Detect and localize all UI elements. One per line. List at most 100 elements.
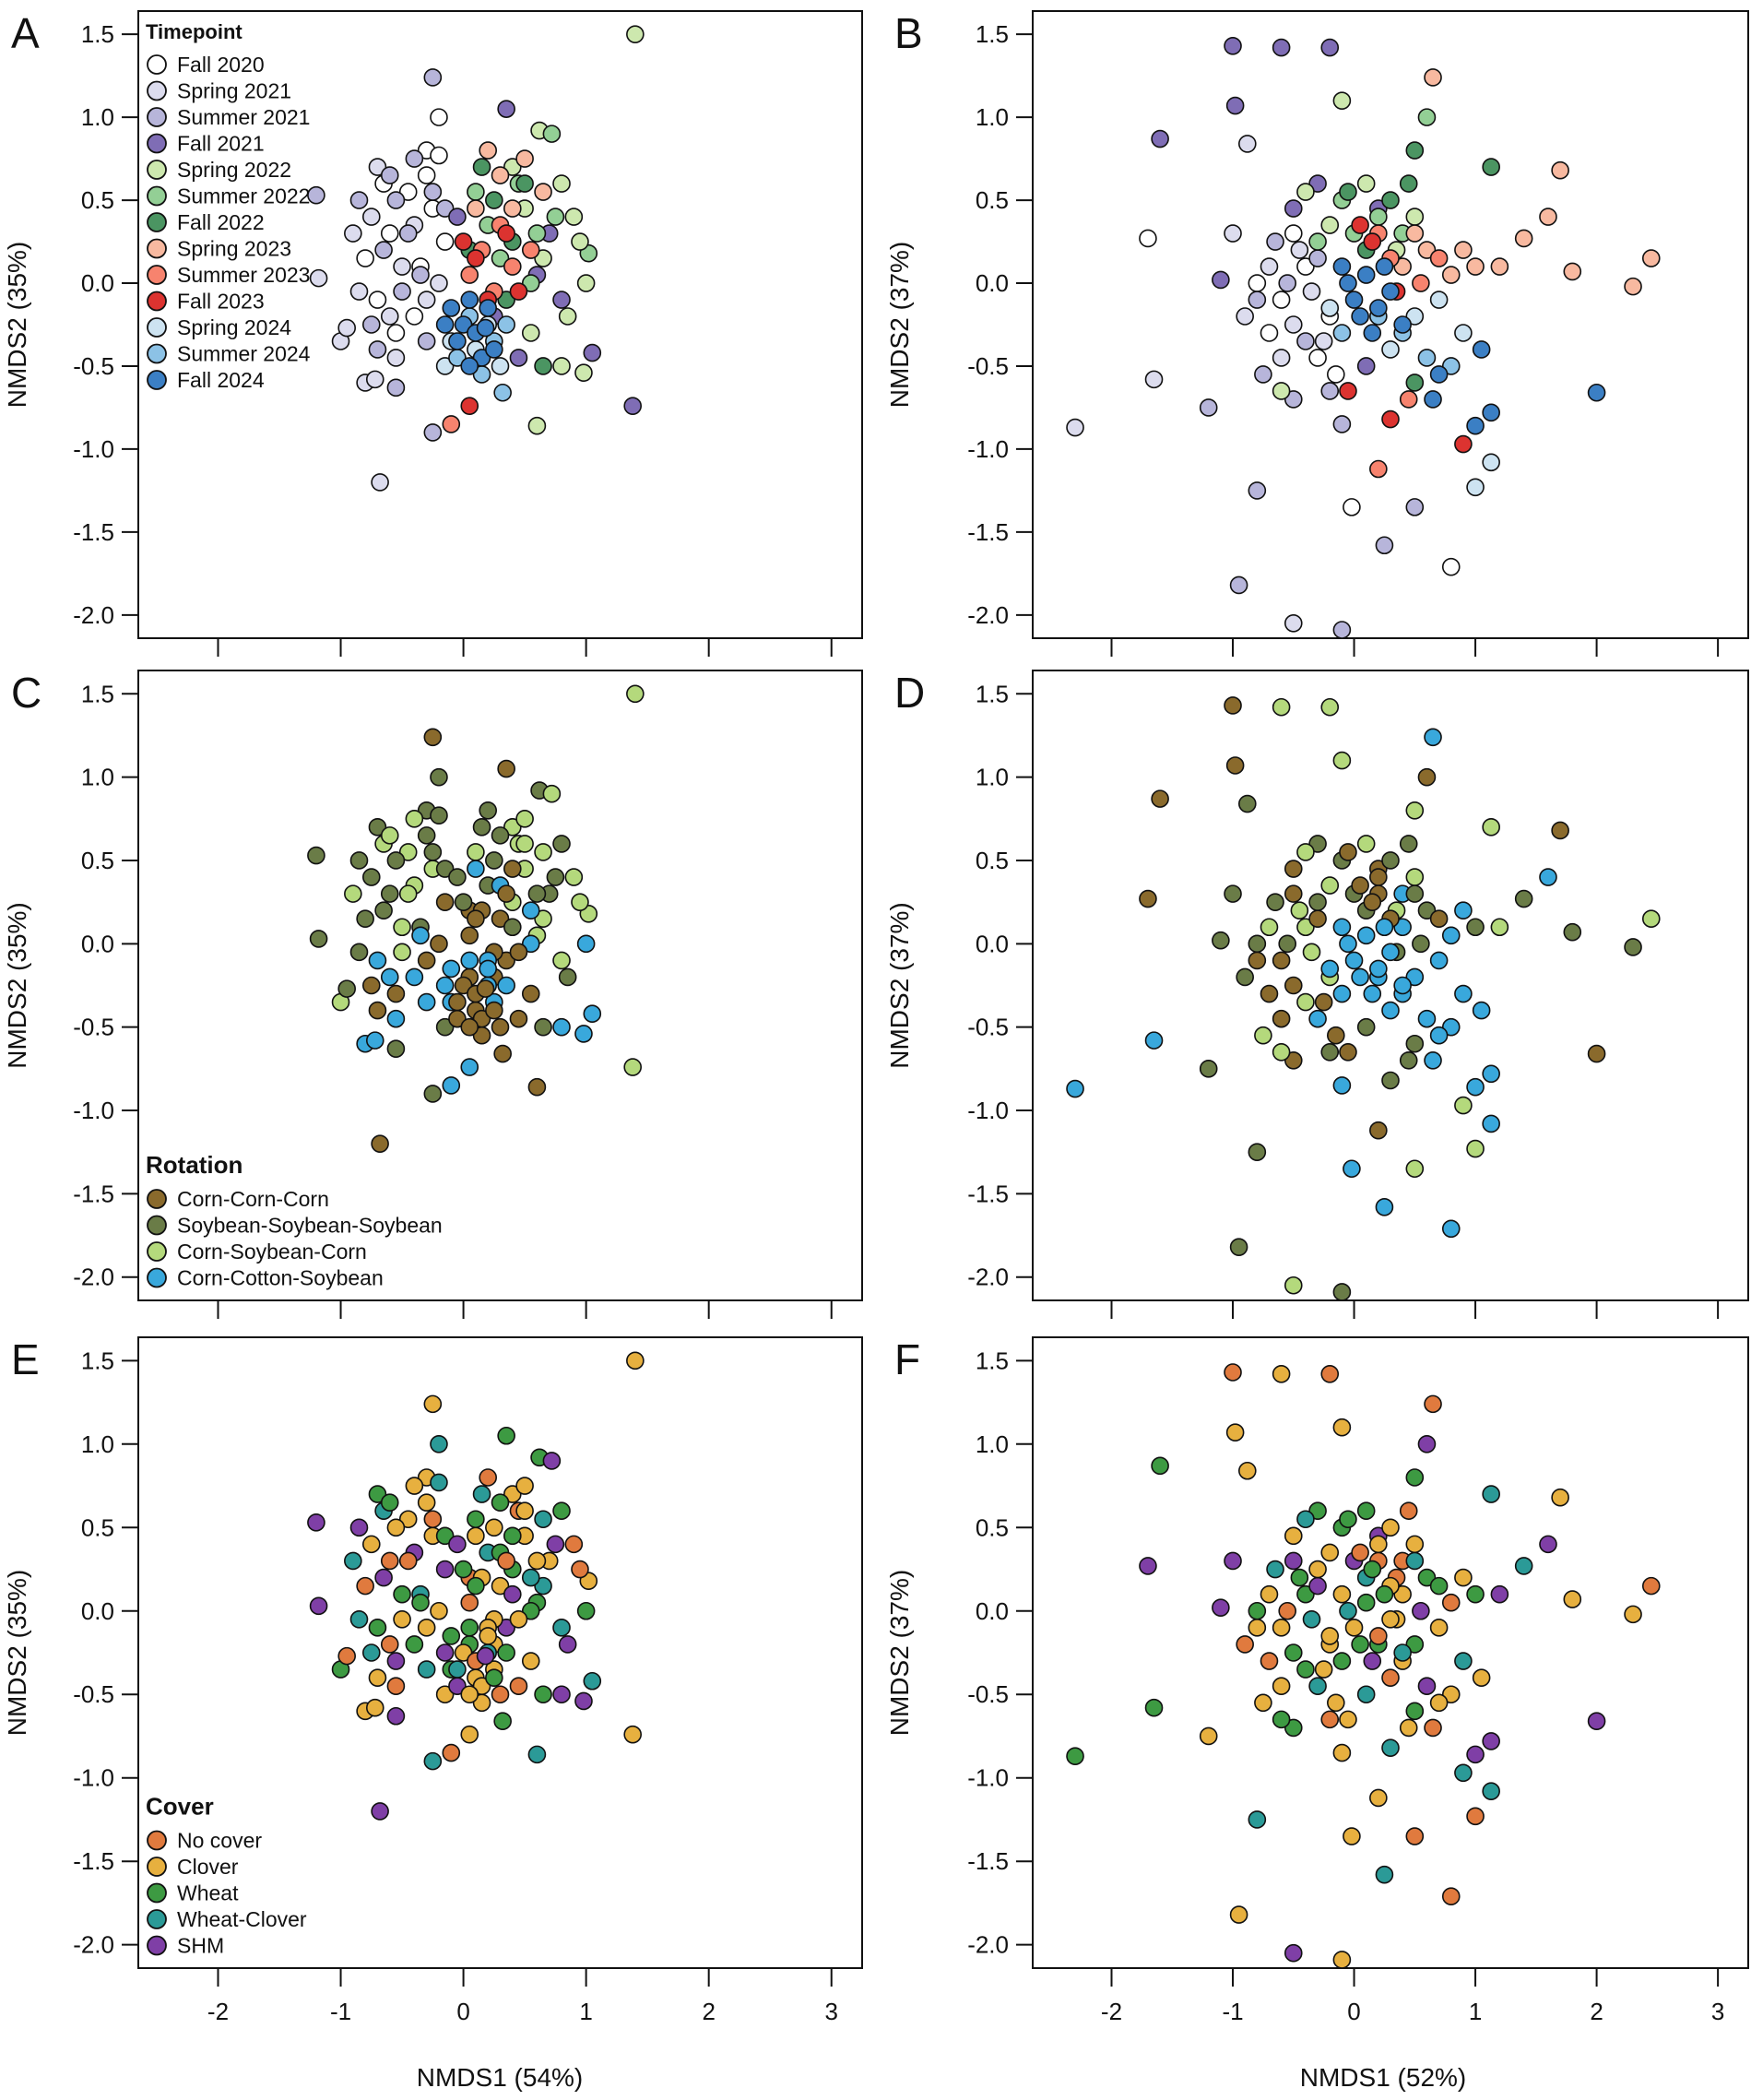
- data-point: [542, 784, 562, 803]
- data-point: [1199, 1726, 1218, 1746]
- data-point: [448, 1660, 467, 1679]
- data-point: [1272, 38, 1291, 57]
- data-point: [371, 1134, 389, 1153]
- data-point: [1363, 984, 1382, 1003]
- data-point: [503, 1584, 522, 1604]
- y-tick-label: 1.5: [976, 680, 1009, 707]
- data-point: [1212, 1598, 1230, 1617]
- data-point: [534, 843, 552, 861]
- data-point: [476, 318, 495, 338]
- data-point: [623, 1058, 642, 1076]
- data-point: [527, 224, 547, 243]
- data-point: [386, 378, 406, 397]
- data-point: [1339, 1710, 1357, 1729]
- data-point: [1248, 1619, 1267, 1637]
- y-axis-label: NMDS2 (35%): [3, 242, 31, 408]
- legend-label: Corn-Corn-Corn: [177, 1187, 329, 1211]
- data-point: [393, 257, 411, 276]
- data-point: [1405, 1535, 1425, 1554]
- data-point: [1284, 199, 1303, 218]
- data-point: [534, 183, 552, 201]
- data-point: [1369, 299, 1388, 317]
- data-point: [472, 1485, 491, 1503]
- data-point: [1417, 1009, 1437, 1028]
- legend-label: Fall 2023: [177, 290, 265, 314]
- data-point: [1224, 224, 1242, 243]
- data-point: [380, 307, 399, 326]
- legend-label: Spring 2022: [177, 158, 291, 182]
- y-tick-label: -1.0: [73, 1097, 114, 1124]
- legend-marker: [147, 1241, 167, 1262]
- data-point: [460, 357, 479, 375]
- legend-label: Spring 2023: [177, 237, 291, 261]
- data-point: [361, 976, 381, 995]
- data-point: [1272, 1710, 1291, 1729]
- data-point: [515, 835, 534, 853]
- data-point: [393, 943, 411, 962]
- data-point: [1375, 918, 1394, 937]
- data-point: [460, 1685, 479, 1704]
- data-point: [448, 208, 467, 226]
- data-point: [1429, 909, 1449, 929]
- data-point: [368, 291, 387, 309]
- data-point: [1332, 1652, 1352, 1670]
- plot-frame: [1032, 10, 1749, 639]
- data-point: [1344, 291, 1364, 309]
- data-point: [509, 349, 528, 367]
- data-point: [521, 274, 540, 292]
- data-point: [467, 199, 485, 218]
- data-point: [386, 984, 406, 1003]
- data-point: [1375, 536, 1394, 555]
- data-point: [1399, 1501, 1418, 1520]
- y-tick-label: -0.5: [73, 1680, 114, 1708]
- data-point: [386, 349, 406, 367]
- data-point: [1248, 951, 1267, 970]
- data-point: [417, 992, 436, 1012]
- data-point: [1441, 1593, 1461, 1612]
- data-point: [435, 1685, 455, 1704]
- data-point: [485, 1001, 503, 1020]
- data-point: [521, 241, 540, 259]
- data-point: [1482, 453, 1500, 472]
- y-tick-label: -2.0: [73, 1264, 114, 1291]
- data-point: [1332, 1743, 1352, 1762]
- data-point: [472, 1009, 491, 1028]
- data-point: [1429, 249, 1449, 267]
- data-point: [467, 1576, 485, 1596]
- legend-marker: [147, 1909, 167, 1929]
- data-point: [571, 1560, 589, 1579]
- data-point: [1339, 1042, 1357, 1062]
- y-tick-label: -1.0: [73, 435, 114, 463]
- data-point: [380, 224, 399, 243]
- data-point: [1466, 257, 1485, 276]
- data-point: [398, 1551, 418, 1571]
- data-point: [1224, 36, 1242, 55]
- data-point: [307, 185, 325, 205]
- data-point: [1424, 390, 1442, 409]
- data-point: [448, 868, 467, 886]
- data-point: [1284, 860, 1303, 878]
- data-point: [386, 1706, 406, 1726]
- data-point: [1139, 229, 1157, 248]
- data-point: [1332, 257, 1352, 276]
- data-point: [1351, 1543, 1369, 1562]
- data-point: [552, 951, 571, 970]
- data-point: [1308, 893, 1327, 911]
- data-point: [1429, 1693, 1449, 1713]
- data-point: [546, 868, 565, 886]
- data-point: [374, 1568, 393, 1587]
- data-point: [365, 1031, 385, 1050]
- data-point: [472, 349, 491, 367]
- data-point: [398, 183, 418, 201]
- data-point: [1351, 967, 1369, 987]
- data-point: [623, 397, 642, 415]
- legend-label: Spring 2024: [177, 315, 291, 339]
- data-point: [1224, 1363, 1242, 1382]
- data-point: [485, 1518, 503, 1537]
- legend-marker: [147, 238, 167, 259]
- data-point: [1332, 1584, 1352, 1604]
- data-point: [1482, 158, 1500, 176]
- data-point: [1066, 1747, 1084, 1765]
- data-point: [1236, 967, 1254, 987]
- y-tick-label: 1.5: [81, 1347, 114, 1374]
